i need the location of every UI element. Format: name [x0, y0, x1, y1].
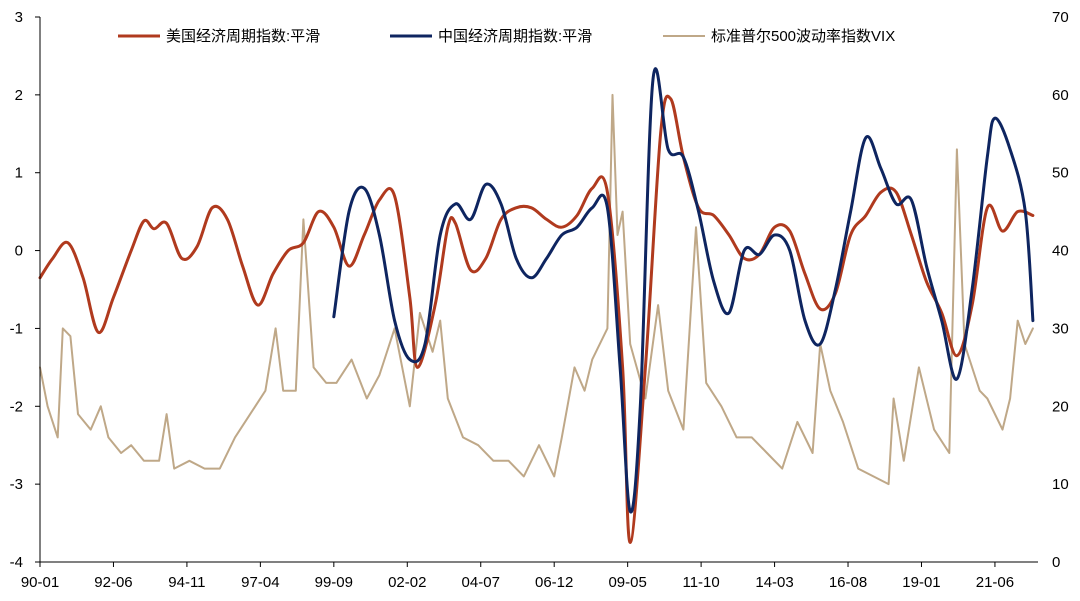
- series-line-us-cycle: [38, 94, 1035, 544]
- right-tick-label: 50: [1052, 165, 1069, 182]
- legend-label: 美国经济周期指数:平滑: [166, 28, 320, 45]
- left-tick-label: -2: [10, 398, 23, 415]
- legend-item: 标准普尔500波动率指数VIX: [663, 28, 895, 45]
- right-tick-label: 40: [1052, 243, 1069, 260]
- left-tick-label: 2: [15, 87, 23, 104]
- x-tick-label: 09-05: [608, 574, 646, 591]
- x-tick-label: 16-08: [829, 574, 867, 591]
- left-tick-label: -4: [10, 554, 23, 571]
- legend: 美国经济周期指数:平滑 中国经济周期指数:平滑 标准普尔500波动率指数VIX: [118, 28, 895, 45]
- x-tick-label: 99-09: [315, 574, 353, 591]
- x-tick-label: 90-01: [21, 574, 59, 591]
- right-tick-label: 10: [1052, 476, 1069, 493]
- series-line-china-cycle: [332, 67, 1035, 514]
- legend-label: 标准普尔500波动率指数VIX: [711, 28, 895, 45]
- right-tick-label: 60: [1052, 87, 1069, 104]
- left-tick-label: 0: [15, 243, 23, 260]
- x-tick-label: 14-03: [755, 574, 793, 591]
- series-line-vix: [39, 93, 1034, 486]
- left-tick-label: -3: [10, 476, 23, 493]
- left-tick-label: -1: [10, 320, 23, 337]
- x-tick-label: 21-06: [976, 574, 1014, 591]
- right-tick-label: 20: [1052, 398, 1069, 415]
- legend-label: 中国经济周期指数:平滑: [438, 28, 592, 45]
- left-tick-label: 1: [15, 165, 23, 182]
- right-tick-label: 70: [1052, 9, 1069, 26]
- x-tick-label: 94-11: [168, 574, 205, 591]
- right-tick-label: 0: [1052, 554, 1060, 571]
- legend-item: 中国经济周期指数:平滑: [390, 28, 592, 45]
- plot-area: [38, 67, 1035, 544]
- x-tick-label: 92-06: [94, 574, 132, 591]
- left-tick-label: 3: [15, 9, 23, 26]
- x-tick-label: 97-04: [241, 574, 279, 591]
- x-tick-label: 19-01: [902, 574, 940, 591]
- legend-item: 美国经济周期指数:平滑: [118, 28, 320, 45]
- x-tick-label: 06-12: [535, 574, 573, 591]
- x-tick-label: 02-02: [388, 574, 426, 591]
- right-tick-label: 30: [1052, 320, 1069, 337]
- x-tick-label: 04-07: [462, 574, 500, 591]
- x-tick-label: 11-10: [682, 574, 719, 591]
